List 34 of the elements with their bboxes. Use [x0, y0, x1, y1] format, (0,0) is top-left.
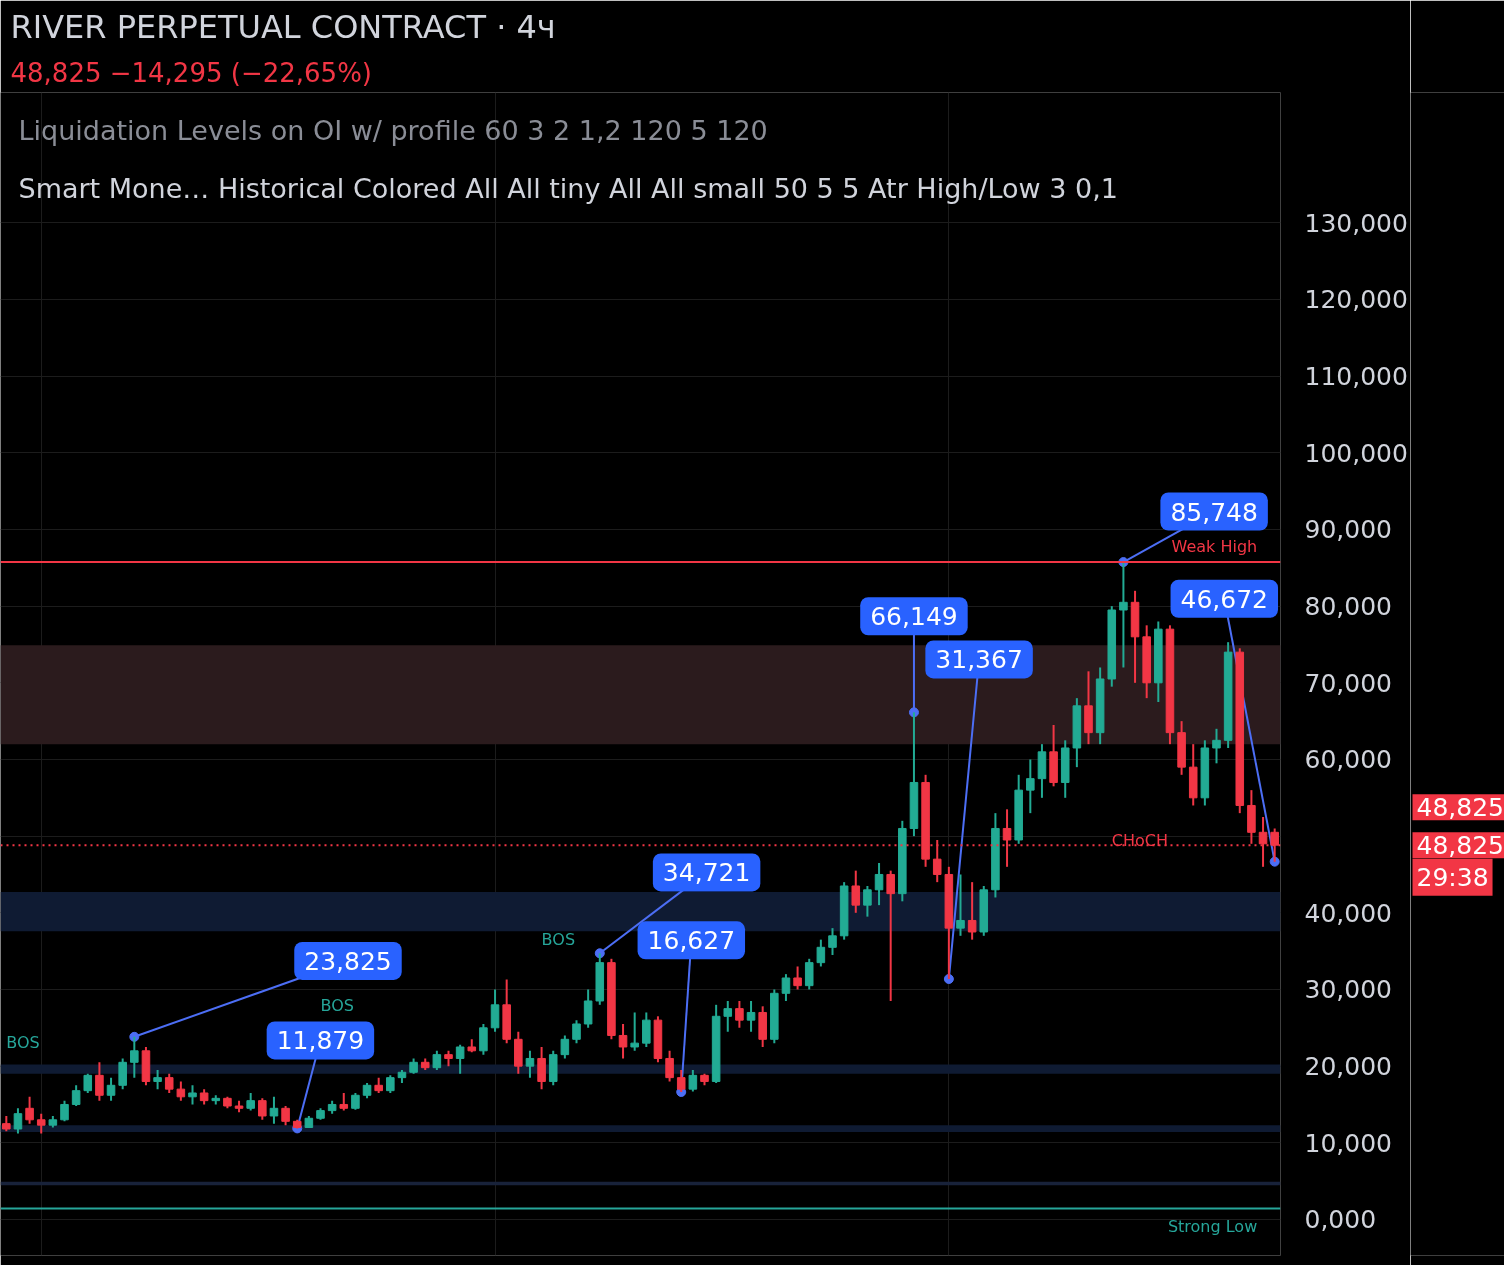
chart-subtitle: 48,825 −14,295 (−22,65%) [10, 57, 372, 88]
ref-line-label: Weak High [1171, 537, 1258, 557]
text: 29:38 [1416, 862, 1489, 892]
annotation: 46,672 [1180, 584, 1269, 614]
y-tick-label: 10,000 [1304, 1128, 1392, 1158]
chart-title: RIVER PERPETUAL CONTRACT · 4ч [10, 7, 556, 46]
y-tick-label: 110,000 [1304, 362, 1408, 392]
y-tick-label: 90,000 [1304, 515, 1392, 545]
y-tick-label: 20,000 [1304, 1052, 1392, 1082]
text: 48,825 [1416, 831, 1504, 861]
y-tick-label: 0,000 [1304, 1205, 1377, 1235]
annotation: 23,825 [304, 946, 392, 976]
annotation: Liquidation Levels on OI w/ profile 60 3 2 1,2 120 5 120 [18, 114, 768, 146]
y-tick-label: 30,000 [1304, 975, 1392, 1005]
annotation: Smart Mone… Historical Colored All All tiny All All small 50 5 5 Atr High/Low 3 0,1 [18, 172, 1118, 204]
y-tick-label: 130,000 [1304, 208, 1408, 238]
y-tick-label: 80,000 [1304, 592, 1392, 622]
annotation: 66,149 [870, 602, 958, 632]
annotation: 31,367 [935, 645, 1023, 675]
annotation: CHoCH [1111, 831, 1168, 851]
annotation: 34,721 [662, 858, 751, 888]
annotation: 85,748 [1170, 497, 1258, 527]
y-tick-label: 60,000 [1304, 745, 1392, 775]
annotation: BOS [6, 1032, 40, 1052]
annotation: 16,627 [647, 926, 736, 956]
annotation: BOS [541, 930, 576, 950]
annotation: 11,879 [276, 1026, 365, 1056]
y-tick-label: 70,000 [1304, 668, 1392, 698]
y-tick-label: 120,000 [1304, 285, 1408, 315]
y-tick-label: 40,000 [1304, 898, 1392, 928]
ref-line-label: Strong Low [1167, 1217, 1258, 1237]
y-tick-label: 100,000 [1304, 438, 1408, 468]
annotation: BOS [320, 995, 354, 1015]
text: 48,825 [1416, 793, 1504, 823]
